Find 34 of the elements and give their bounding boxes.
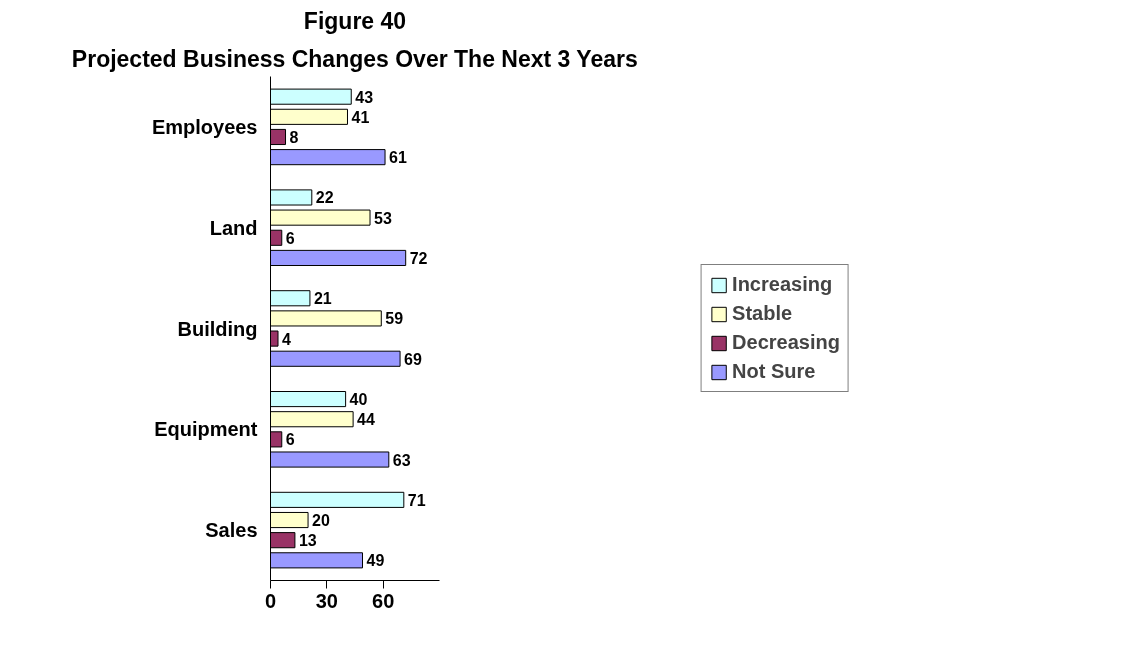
data-label: 53 [374, 209, 392, 227]
data-label: 71 [407, 491, 426, 509]
y-tick-label: Sales [205, 519, 258, 542]
data-label: 6 [285, 229, 295, 247]
legend-label: Not Sure [732, 360, 816, 383]
data-label: 69 [404, 350, 422, 368]
legend-label: Increasing [732, 273, 833, 296]
data-label: 4 [282, 330, 292, 348]
y-tick-label: Equipment [154, 418, 258, 441]
data-label: 59 [385, 310, 404, 328]
data-label: 41 [351, 108, 370, 126]
chart-title: Figure 40 [303, 7, 407, 34]
data-label: 44 [357, 411, 376, 429]
data-label: 6 [285, 431, 295, 449]
data-label: 13 [298, 532, 317, 550]
data-label: 20 [312, 512, 330, 530]
data-label: 22 [315, 189, 334, 207]
data-label: 43 [355, 88, 374, 106]
chart-subtitle: Projected Business Changes Over The Next 3 Years [71, 45, 638, 72]
data-label: 8 [289, 128, 299, 146]
y-tick-label: Land [209, 216, 258, 239]
data-label: 63 [392, 451, 411, 469]
data-label: 61 [389, 149, 407, 167]
x-tick-label: 0 [264, 589, 277, 612]
y-tick-label: Employees [151, 115, 258, 138]
legend-label: Decreasing [732, 331, 840, 354]
legend-label: Stable [732, 302, 793, 325]
y-tick-label: Building [177, 317, 258, 340]
data-label: 72 [409, 249, 428, 267]
data-label: 40 [349, 391, 368, 409]
x-tick-label: 30 [315, 589, 338, 612]
data-label: 49 [366, 552, 385, 570]
data-label: 21 [313, 290, 332, 308]
x-tick-label: 60 [372, 589, 395, 612]
